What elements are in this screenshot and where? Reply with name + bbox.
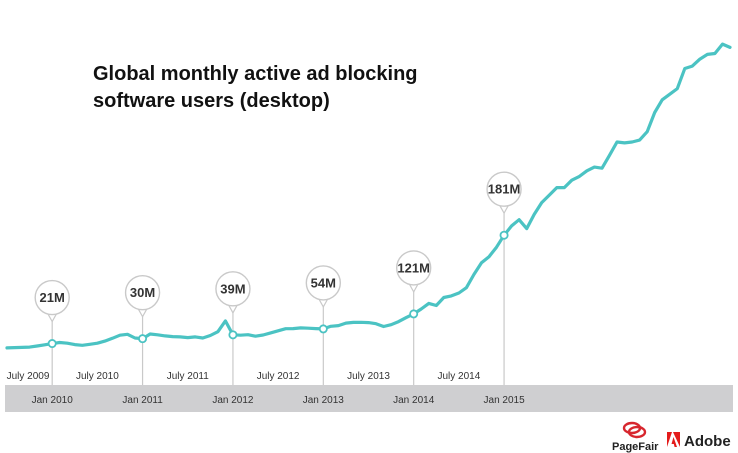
pagefair-wordmark: PageFair — [612, 441, 659, 453]
x-tick-top-label: July 2014 — [437, 371, 480, 382]
callout-marker — [409, 309, 419, 319]
callout-bubble-circle — [395, 250, 432, 286]
callout-bubble-circle — [124, 274, 161, 311]
callout-value-label: 21M — [40, 290, 65, 305]
callout-marker — [228, 330, 238, 340]
adobe-mark-icon — [667, 432, 680, 447]
adobe-logo: Adobe — [667, 432, 731, 450]
x-axis-bottom-ticks: Jan 2010 Jan 2011 Jan 2012 Jan 2013 Jan 2014… — [32, 395, 525, 406]
callout-marker — [47, 339, 57, 349]
callout-marker — [318, 324, 328, 334]
callout-bubble-circle — [215, 271, 251, 307]
x-tick-top-label: July 2013 — [347, 371, 390, 382]
chart-title-line-1: Global monthly active ad blocking — [93, 63, 418, 85]
x-tick-top-label: July 2009 — [7, 371, 50, 382]
callout-bubbles: 21M 30M 39M 54M 121M 181M — [34, 171, 522, 323]
x-axis-band — [5, 385, 733, 412]
callout-value-label: 54M — [311, 275, 336, 290]
adobe-wordmark: Adobe — [684, 433, 731, 450]
callout-bubble: 21M — [34, 279, 70, 323]
callout-value-label: 121M — [397, 260, 430, 275]
callout-bubble: 181M — [486, 171, 522, 215]
x-tick-bottom-label: Jan 2012 — [212, 395, 254, 406]
callout-bubble: 54M — [305, 265, 342, 309]
chart-title-line-2: software users (desktop) — [93, 90, 330, 112]
x-tick-bottom-label: Jan 2011 — [122, 395, 163, 406]
callout-bubble-circle — [34, 279, 70, 316]
x-tick-top-label: July 2011 — [167, 371, 210, 382]
callout-bubble: 30M — [124, 274, 161, 318]
callout-value-label: 30M — [130, 285, 155, 300]
callout-bubble-circle — [486, 171, 522, 207]
callout-marker — [499, 230, 509, 240]
ad-blocking-users-series-line — [5, 42, 732, 350]
callout-value-label: 181M — [488, 182, 521, 197]
callout-bubble: 39M — [215, 271, 251, 315]
callout-lines — [51, 206, 505, 385]
callout-bubble: 121M — [395, 250, 432, 294]
callout-markers — [47, 230, 509, 349]
callout-marker — [138, 334, 148, 344]
pagefair-logo: PageFair — [612, 421, 659, 453]
x-axis-top-ticks: July 2009 July 2010 July 2011 July 2012 July… — [7, 371, 481, 382]
x-tick-top-label: July 2010 — [76, 371, 119, 382]
callout-bubble-circle — [305, 265, 342, 301]
x-tick-bottom-label: Jan 2015 — [484, 395, 526, 406]
x-tick-bottom-label: Jan 2013 — [303, 395, 345, 406]
x-tick-top-label: July 2012 — [257, 371, 300, 382]
x-tick-bottom-label: Jan 2010 — [32, 395, 74, 406]
callout-value-label: 39M — [220, 281, 245, 296]
x-tick-bottom-label: Jan 2014 — [393, 395, 435, 406]
pagefair-mark-icon — [622, 421, 647, 439]
